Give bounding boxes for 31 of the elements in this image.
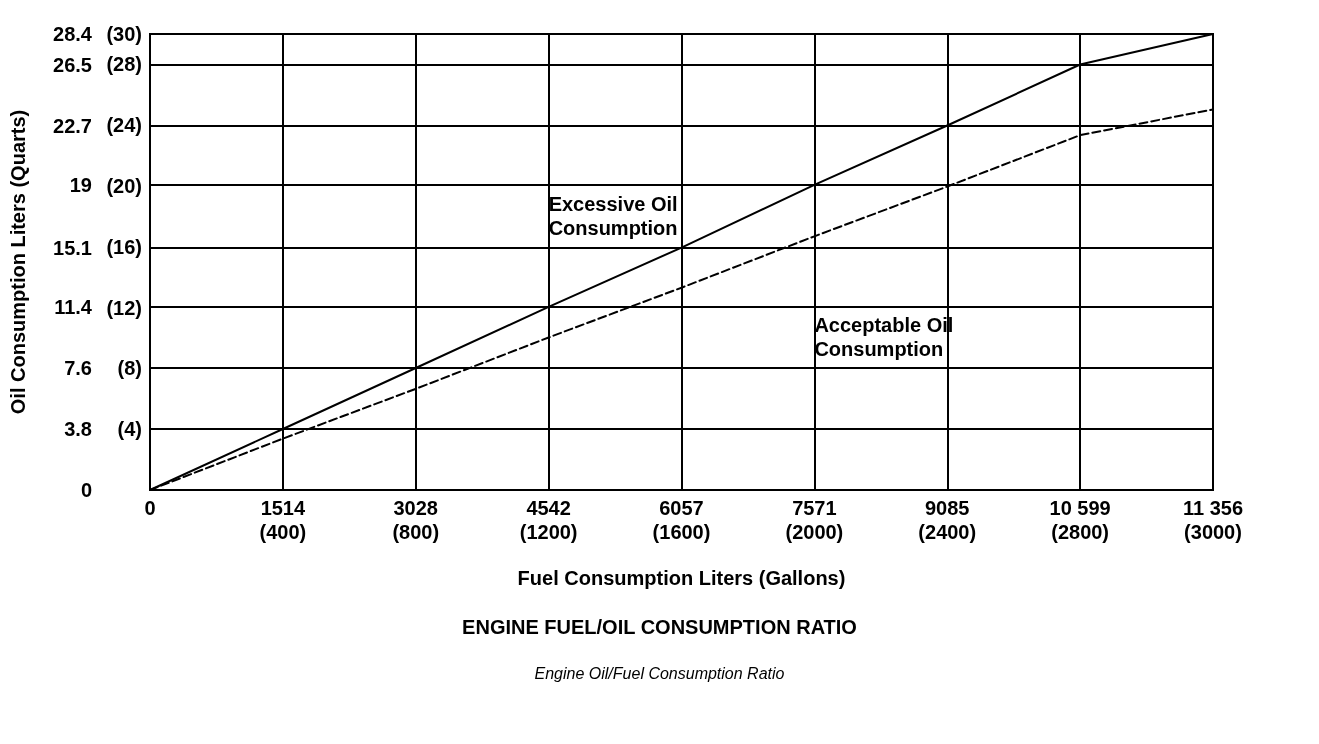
y-tick-label: 26.5 bbox=[53, 53, 92, 76]
x-axis-title: Fuel Consumption Liters (Gallons) bbox=[517, 567, 846, 589]
x-tick-label: 6057 (1600) bbox=[652, 497, 711, 543]
y2-tick-label: (8) bbox=[117, 357, 142, 380]
y2-tick-label: (30) bbox=[106, 23, 142, 45]
x-tick-label: 10 599 (2800) bbox=[1049, 497, 1111, 543]
x-tick-label: 1514 (400) bbox=[259, 497, 307, 543]
y-tick-label: 19 bbox=[69, 173, 92, 196]
x-tick-label: 7571 (2000) bbox=[785, 497, 844, 543]
y-tick-label: 22.7 bbox=[53, 114, 92, 137]
y2-tick-label: (12) bbox=[106, 296, 142, 319]
y-tick-label: 15.1 bbox=[53, 236, 92, 259]
x-tick-label: 3028 (800) bbox=[392, 497, 440, 543]
text: ENGINE FUEL/OIL CONSUMPTION RATIO bbox=[462, 616, 857, 638]
annotation: Excessive Oil Consumption bbox=[548, 193, 684, 240]
y2-tick-label: (28) bbox=[106, 53, 142, 76]
y2-tick-label: (16) bbox=[106, 235, 142, 258]
y2-tick-label: (4) bbox=[117, 418, 142, 441]
text: Engine Oil/Fuel Consumption Ratio bbox=[534, 664, 785, 682]
x-tick-label: 11 356 (3000) bbox=[1182, 497, 1244, 543]
x-tick-label: 4542 (1200) bbox=[519, 497, 578, 543]
y-tick-label: 0 bbox=[80, 479, 92, 501]
y2-tick-label: (24) bbox=[106, 114, 142, 137]
y-axis-title: Oil Consumption Liters (Quarts) bbox=[7, 109, 29, 415]
y-tick-label: 7.6 bbox=[64, 356, 92, 379]
y-tick-label: 28.4 bbox=[53, 23, 93, 45]
x-tick-label: 0 bbox=[144, 497, 156, 519]
x-tick-label: 9085 (2400) bbox=[918, 497, 977, 543]
y-tick-label: 11.4 bbox=[54, 295, 93, 318]
y-tick-label: 3.8 bbox=[64, 417, 92, 440]
y2-tick-label: (20) bbox=[106, 175, 142, 197]
